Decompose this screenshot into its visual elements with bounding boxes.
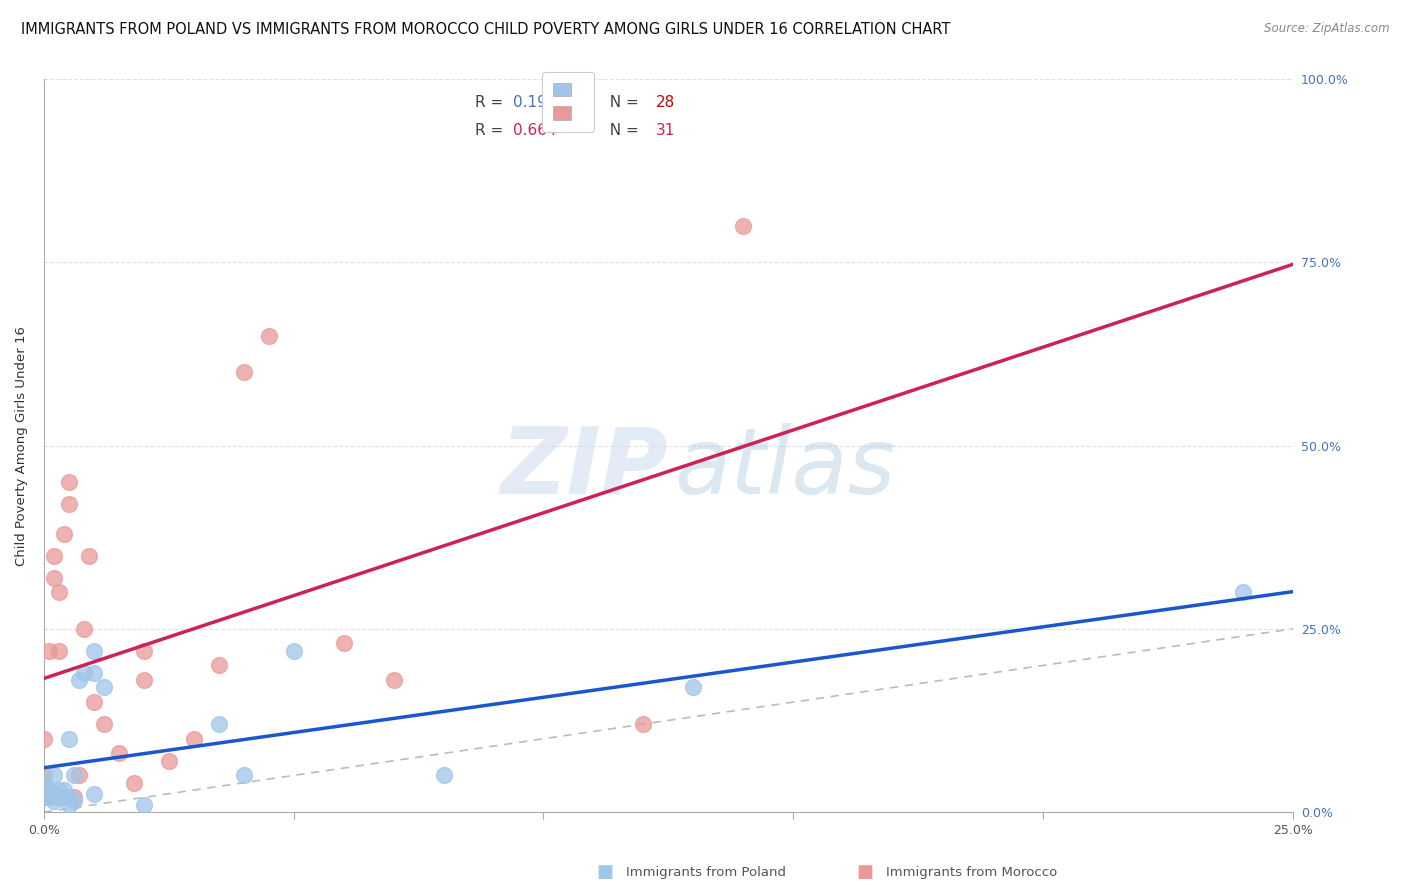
Point	[83, 644, 105, 658]
Point	[232, 365, 254, 379]
Point	[83, 695, 105, 709]
Text: Immigrants from Morocco: Immigrants from Morocco	[886, 866, 1057, 879]
Point	[67, 673, 90, 687]
Text: Source: ZipAtlas.com: Source: ZipAtlas.com	[1264, 22, 1389, 36]
Point	[58, 475, 80, 490]
Point	[382, 673, 405, 687]
Text: 31: 31	[655, 123, 675, 138]
Point	[58, 731, 80, 746]
Point	[32, 790, 55, 805]
Point	[83, 665, 105, 680]
Point	[38, 790, 60, 805]
Point	[32, 768, 55, 782]
Point	[63, 768, 86, 782]
Point	[93, 717, 115, 731]
Point	[83, 787, 105, 801]
Point	[432, 768, 454, 782]
Point	[63, 794, 86, 808]
Point	[52, 783, 75, 797]
Point	[73, 665, 96, 680]
Point	[93, 681, 115, 695]
Point	[633, 717, 655, 731]
Point	[42, 570, 65, 584]
Text: R =: R =	[475, 95, 508, 110]
Text: IMMIGRANTS FROM POLAND VS IMMIGRANTS FROM MOROCCO CHILD POVERTY AMONG GIRLS UNDE: IMMIGRANTS FROM POLAND VS IMMIGRANTS FRO…	[21, 22, 950, 37]
Point	[42, 768, 65, 782]
Point	[38, 783, 60, 797]
Y-axis label: Child Poverty Among Girls Under 16: Child Poverty Among Girls Under 16	[15, 326, 28, 566]
Point	[32, 731, 55, 746]
Point	[208, 717, 231, 731]
Point	[38, 644, 60, 658]
Point	[208, 658, 231, 673]
Text: 0.190: 0.190	[513, 95, 557, 110]
Point	[183, 731, 205, 746]
Text: ZIP: ZIP	[501, 423, 668, 513]
Text: R =: R =	[475, 123, 508, 138]
Point	[38, 783, 60, 797]
Point	[108, 747, 131, 761]
Text: ■: ■	[856, 863, 873, 881]
Point	[132, 673, 155, 687]
Point	[122, 776, 145, 790]
Point	[283, 644, 305, 658]
Point	[58, 797, 80, 812]
Text: N =: N =	[599, 123, 643, 138]
Point	[32, 776, 55, 790]
Point	[48, 790, 70, 805]
Point	[332, 636, 354, 650]
Point	[42, 549, 65, 563]
Point	[48, 783, 70, 797]
Text: atlas: atlas	[675, 423, 896, 513]
Point	[52, 526, 75, 541]
Point	[32, 790, 55, 805]
Point	[157, 754, 180, 768]
Point	[63, 790, 86, 805]
Point	[1232, 585, 1254, 599]
Point	[733, 219, 755, 233]
Text: N =: N =	[599, 95, 643, 110]
Point	[257, 328, 280, 343]
Text: ■: ■	[596, 863, 613, 881]
Point	[58, 497, 80, 511]
Text: 28: 28	[655, 95, 675, 110]
Point	[67, 768, 90, 782]
Text: Immigrants from Poland: Immigrants from Poland	[626, 866, 786, 879]
Point	[42, 794, 65, 808]
Point	[48, 644, 70, 658]
Text: 0.664: 0.664	[513, 123, 557, 138]
Point	[132, 644, 155, 658]
Point	[77, 549, 100, 563]
Point	[682, 681, 704, 695]
Point	[58, 790, 80, 805]
Point	[48, 585, 70, 599]
Point	[132, 797, 155, 812]
Point	[232, 768, 254, 782]
Point	[52, 790, 75, 805]
Point	[73, 622, 96, 636]
Legend: , : ,	[543, 72, 595, 132]
